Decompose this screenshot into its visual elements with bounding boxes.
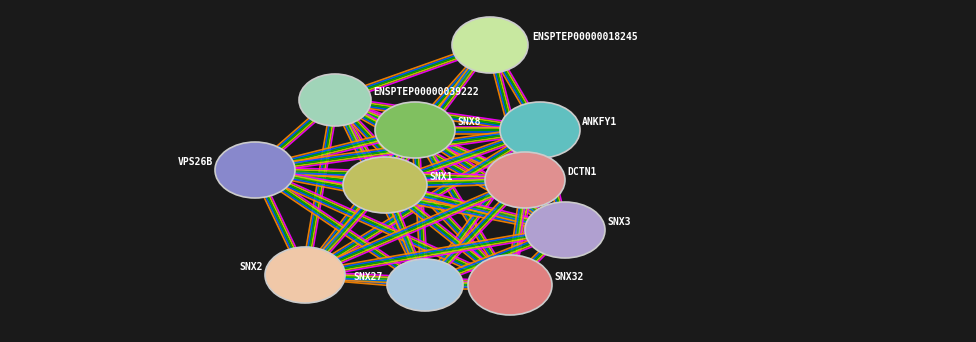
Ellipse shape: [500, 102, 580, 158]
Text: DCTN1: DCTN1: [567, 167, 596, 177]
Ellipse shape: [525, 202, 605, 258]
Text: SNX2: SNX2: [239, 262, 263, 272]
Ellipse shape: [387, 259, 463, 311]
Text: ANKFY1: ANKFY1: [582, 117, 617, 127]
Text: SNX32: SNX32: [554, 272, 584, 282]
Text: ENSPTEP00000039222: ENSPTEP00000039222: [373, 87, 479, 97]
Text: SNX3: SNX3: [607, 217, 630, 227]
Text: SNX8: SNX8: [457, 117, 480, 127]
Text: VPS26B: VPS26B: [178, 157, 213, 167]
Ellipse shape: [468, 255, 552, 315]
Ellipse shape: [265, 247, 345, 303]
Text: SNX27: SNX27: [353, 272, 383, 282]
Ellipse shape: [485, 152, 565, 208]
Text: SNX1: SNX1: [429, 172, 453, 182]
Ellipse shape: [215, 142, 295, 198]
Text: ENSPTEP00000018245: ENSPTEP00000018245: [532, 32, 637, 42]
Ellipse shape: [452, 17, 528, 73]
Ellipse shape: [299, 74, 371, 126]
Ellipse shape: [375, 102, 455, 158]
Ellipse shape: [343, 157, 427, 213]
